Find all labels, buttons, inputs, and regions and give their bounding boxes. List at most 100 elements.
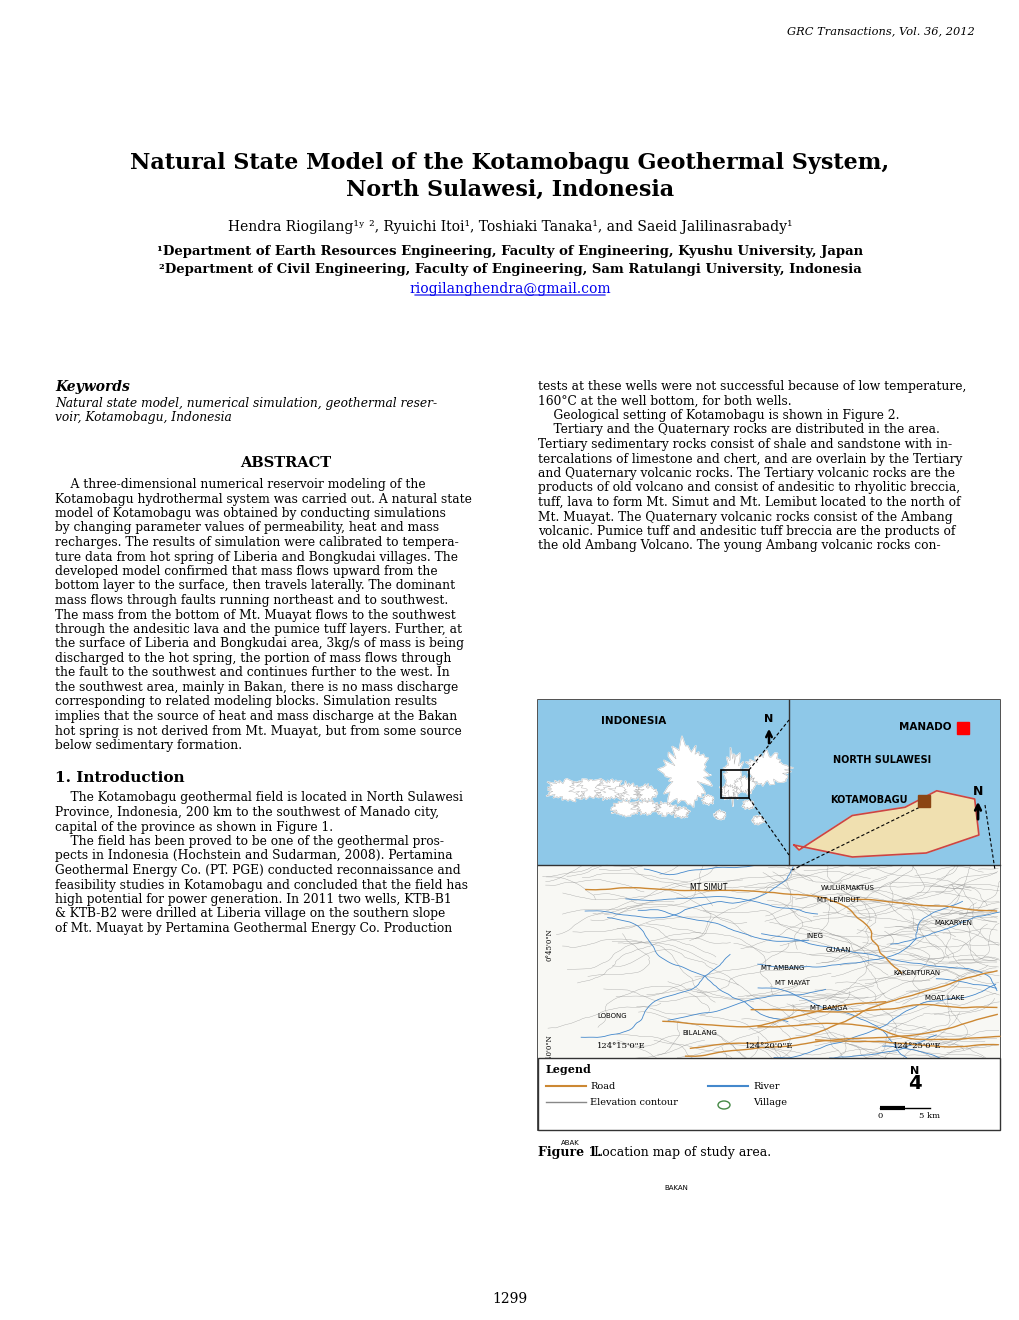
Text: bottom layer to the surface, then travels laterally. The dominant: bottom layer to the surface, then travel…: [55, 579, 454, 593]
Text: 0°45'0"N: 0°45'0"N: [545, 928, 553, 961]
Polygon shape: [633, 784, 657, 803]
Text: KOTAMOBAGU: KOTAMOBAGU: [829, 795, 907, 805]
Text: Geothermal Energy Co. (PT. PGE) conducted reconnaissance and: Geothermal Energy Co. (PT. PGE) conducte…: [55, 865, 461, 876]
Text: capital of the province as shown in Figure 1.: capital of the province as shown in Figu…: [55, 821, 333, 833]
Text: developed model confirmed that mass flows upward from the: developed model confirmed that mass flow…: [55, 565, 437, 578]
Polygon shape: [630, 800, 660, 816]
Text: WULURMAKTUS: WULURMAKTUS: [820, 884, 873, 891]
Text: 124°20'0"E: 124°20'0"E: [744, 1041, 793, 1049]
Polygon shape: [793, 791, 978, 857]
Text: voir, Kotamobagu, Indonesia: voir, Kotamobagu, Indonesia: [55, 412, 231, 425]
Text: Kotamobagu hydrothermal system was carried out. A natural state: Kotamobagu hydrothermal system was carri…: [55, 492, 472, 506]
Text: MANADO: MANADO: [898, 722, 951, 733]
Text: below sedimentary formation.: below sedimentary formation.: [55, 739, 242, 752]
Bar: [537, 700, 999, 865]
Text: pects in Indonesia (Hochstein and Sudarman, 2008). Pertamina: pects in Indonesia (Hochstein and Sudarm…: [55, 850, 452, 862]
Polygon shape: [722, 747, 743, 807]
Text: 124°25'0"E: 124°25'0"E: [892, 1041, 941, 1049]
Text: 160°C at the well bottom, for both wells.: 160°C at the well bottom, for both wells…: [537, 395, 791, 408]
Text: high potential for power generation. In 2011 two wells, KTB-B1: high potential for power generation. In …: [55, 894, 451, 906]
Polygon shape: [742, 800, 753, 809]
Bar: [789, 700, 999, 865]
Text: of Mt. Muayat by Pertamina Geothermal Energy Co. Production: of Mt. Muayat by Pertamina Geothermal En…: [55, 921, 451, 935]
Text: corresponding to related modeling blocks. Simulation results: corresponding to related modeling blocks…: [55, 696, 437, 709]
Text: Hendra Riogilang¹ʸ ², Ryuichi Itoi¹, Toshiaki Tanaka¹, and Saeid Jalilinasrabady: Hendra Riogilang¹ʸ ², Ryuichi Itoi¹, Tos…: [227, 220, 792, 234]
Text: by changing parameter values of permeability, heat and mass: by changing parameter values of permeabi…: [55, 521, 439, 535]
Text: Natural state model, numerical simulation, geothermal reser-: Natural state model, numerical simulatio…: [55, 397, 437, 411]
Text: tercalations of limestone and chert, and are overlain by the Tertiary: tercalations of limestone and chert, and…: [537, 453, 962, 466]
Text: model of Kotamobagu was obtained by conducting simulations: model of Kotamobagu was obtained by cond…: [55, 507, 445, 520]
Text: GUAAN: GUAAN: [824, 946, 850, 953]
Text: NORTH SULAWESI: NORTH SULAWESI: [832, 755, 930, 766]
Text: the old Ambang Volcano. The young Ambang volcanic rocks con-: the old Ambang Volcano. The young Ambang…: [537, 540, 940, 553]
Text: MT AMBANG: MT AMBANG: [760, 965, 804, 972]
Text: discharged to the hot spring, the portion of mass flows through: discharged to the hot spring, the portio…: [55, 652, 451, 665]
Polygon shape: [653, 801, 680, 817]
Polygon shape: [607, 781, 644, 801]
Text: 0: 0: [876, 1111, 881, 1119]
Text: BILALANG: BILALANG: [682, 1030, 716, 1036]
Text: through the andesitic lava and the pumice tuff layers. Further, at: through the andesitic lava and the pumic…: [55, 623, 462, 636]
Text: 4: 4: [907, 1074, 921, 1093]
Text: & KTB-B2 were drilled at Liberia village on the southern slope: & KTB-B2 were drilled at Liberia village…: [55, 908, 445, 920]
Text: implies that the source of heat and mass discharge at the Bakan: implies that the source of heat and mass…: [55, 710, 457, 723]
Text: tests at these wells were not successful because of low temperature,: tests at these wells were not successful…: [537, 380, 965, 393]
Text: MAKARYEN: MAKARYEN: [933, 920, 972, 927]
Text: MT MAYAT: MT MAYAT: [773, 979, 809, 986]
Bar: [537, 700, 999, 1130]
Polygon shape: [751, 816, 764, 825]
Text: MT BANGA: MT BANGA: [809, 1005, 847, 1011]
Polygon shape: [545, 779, 587, 801]
Bar: [789, 700, 999, 865]
Text: MT LEMIBUT: MT LEMIBUT: [816, 898, 859, 903]
Text: KAKENTURAN: KAKENTURAN: [893, 970, 940, 975]
Text: Location map of study area.: Location map of study area.: [589, 1146, 770, 1159]
Text: Elevation contour: Elevation contour: [589, 1098, 678, 1107]
Text: The field has been proved to be one of the geothermal pros-: The field has been proved to be one of t…: [55, 836, 443, 847]
Text: Figure 1.: Figure 1.: [537, 1146, 601, 1159]
Text: mass flows through faults running northeast and to southwest.: mass flows through faults running northe…: [55, 594, 447, 607]
Text: LOBONG: LOBONG: [596, 1012, 626, 1019]
Text: and Quaternary volcanic rocks. The Tertiary volcanic rocks are the: and Quaternary volcanic rocks. The Terti…: [537, 467, 954, 480]
Bar: [720, 770, 748, 799]
Polygon shape: [593, 779, 629, 800]
Text: INDONESIA: INDONESIA: [600, 715, 665, 726]
Text: 1. Introduction: 1. Introduction: [55, 771, 184, 785]
Text: KAPONDAKAN: KAPONDAKAN: [605, 1080, 654, 1086]
Text: North Sulawesi, Indonesia: North Sulawesi, Indonesia: [345, 180, 674, 201]
Polygon shape: [733, 775, 756, 795]
Text: River: River: [752, 1082, 779, 1092]
Text: ²Department of Civil Engineering, Faculty of Engineering, Sam Ratulangi Universi: ²Department of Civil Engineering, Facult…: [159, 263, 860, 276]
Text: ¹Department of Earth Resources Engineering, Faculty of Engineering, Kyushu Unive: ¹Department of Earth Resources Engineeri…: [157, 246, 862, 257]
Text: LIBERIA: LIBERIA: [861, 1082, 888, 1089]
Text: the southwest area, mainly in Bakan, there is no mass discharge: the southwest area, mainly in Bakan, the…: [55, 681, 458, 694]
Polygon shape: [672, 807, 690, 818]
Text: A three-dimensional numerical reservoir modeling of the: A three-dimensional numerical reservoir …: [55, 478, 425, 491]
Text: recharges. The results of simulation were calibrated to tempera-: recharges. The results of simulation wer…: [55, 536, 459, 549]
Text: Tertiary and the Quaternary rocks are distributed in the area.: Tertiary and the Quaternary rocks are di…: [537, 424, 938, 437]
Text: 124°15'0"E: 124°15'0"E: [596, 1041, 645, 1049]
Bar: [537, 1059, 999, 1130]
Text: volcanic. Pumice tuff and andesitic tuff breccia are the products of: volcanic. Pumice tuff and andesitic tuff…: [537, 525, 955, 539]
Text: hot spring is not derived from Mt. Muayat, but from some source: hot spring is not derived from Mt. Muaya…: [55, 725, 462, 738]
Text: 5 km: 5 km: [918, 1111, 940, 1119]
Text: the fault to the southwest and continues further to the west. In: the fault to the southwest and continues…: [55, 667, 449, 680]
Text: riogilanghendra@gmail.com: riogilanghendra@gmail.com: [409, 282, 610, 296]
Text: tuff, lava to form Mt. Simut and Mt. Lemibut located to the north of: tuff, lava to form Mt. Simut and Mt. Lem…: [537, 496, 960, 510]
Polygon shape: [700, 795, 713, 805]
Text: N: N: [972, 785, 982, 799]
Text: ABSTRACT: ABSTRACT: [240, 455, 331, 470]
Polygon shape: [610, 801, 639, 817]
Text: 1299: 1299: [492, 1292, 527, 1305]
Text: feasibility studies in Kotamobagu and concluded that the field has: feasibility studies in Kotamobagu and co…: [55, 879, 468, 891]
Polygon shape: [568, 779, 610, 800]
Bar: [537, 865, 999, 1130]
Text: BAKAN: BAKAN: [664, 1185, 688, 1191]
Text: MOTOBOI: MOTOBOI: [719, 1074, 752, 1081]
Text: INEG: INEG: [806, 933, 823, 939]
Text: The mass from the bottom of Mt. Muayat flows to the southwest: The mass from the bottom of Mt. Muayat f…: [55, 609, 455, 622]
Text: Province, Indonesia, 200 km to the southwest of Manado city,: Province, Indonesia, 200 km to the south…: [55, 807, 439, 818]
Text: ABAK: ABAK: [560, 1140, 579, 1146]
Text: Legend: Legend: [545, 1064, 591, 1074]
Text: MT SIMUT: MT SIMUT: [690, 883, 727, 892]
